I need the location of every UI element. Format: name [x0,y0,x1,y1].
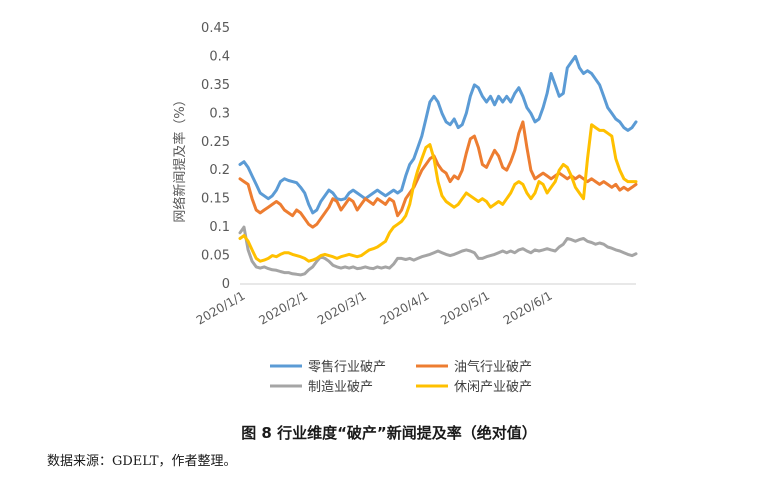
x-tick-label: 2020/1/1 [194,288,248,327]
y-tick-label: 0.25 [201,135,230,150]
series-line-1 [238,54,638,215]
y-tick-label: 0.2 [209,163,230,178]
y-axis: 0 0.05 0.1 0.15 0.2 0.25 0.3 0.35 0.4 0.45 [201,21,230,292]
data-source-note: 数据来源：GDELT，作者整理。 [47,454,237,469]
legend-label: 零售行业破产 [308,359,386,375]
y-tick-label: 0 [222,277,230,292]
x-tick-label: 2020/2/1 [256,288,310,327]
legend-label: 油气行业破产 [454,359,532,375]
x-axis: 2020/1/1 2020/2/1 2020/3/1 2020/4/1 2020/5/1… [194,288,555,327]
figure-caption: 图 8 行业维度“破产”新闻提及率（绝对值） [241,424,537,442]
y-tick-label: 0.35 [201,78,230,93]
legend-label: 制造业破产 [308,380,373,395]
y-axis-label: 网络新闻提及率（%） [172,93,188,222]
series-line-2 [238,120,638,229]
y-tick-label: 0.4 [209,49,230,64]
y-tick-label: 0.15 [201,192,230,207]
y-tick-label: 0.3 [209,106,230,121]
series-layer [238,54,638,277]
y-tick-label: 0.45 [201,21,230,36]
x-tick-label: 2020/5/1 [438,288,492,327]
x-tick-label: 2020/4/1 [378,288,432,327]
y-tick-label: 0.1 [209,220,230,235]
series-line-3 [238,225,638,277]
x-tick-label: 2020/6/1 [501,288,555,327]
x-tick-label: 2020/3/1 [315,288,369,327]
legend-label: 休闲产业破产 [454,380,532,395]
series-line-4 [238,123,638,263]
y-tick-label: 0.05 [201,249,230,264]
